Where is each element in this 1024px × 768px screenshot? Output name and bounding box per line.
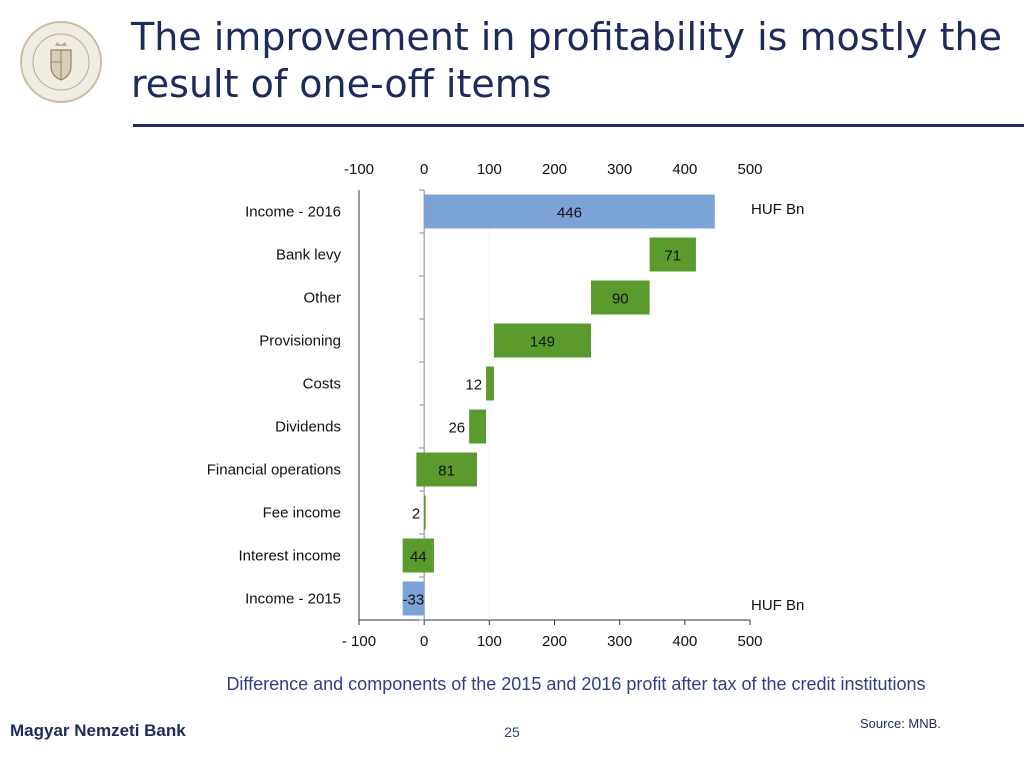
data-label: 90 (612, 291, 629, 308)
category-label: Financial operations (207, 462, 341, 479)
data-label: 149 (530, 334, 555, 351)
category-label: Income - 2016 (245, 204, 341, 221)
title-divider (133, 124, 1024, 127)
x-tick-label-bottom: 300 (607, 633, 632, 650)
chart-caption: Difference and components of the 2015 an… (226, 674, 926, 694)
x-tick-label-bottom: 0 (420, 633, 428, 650)
bar-provisioning (493, 323, 591, 358)
x-tick-label-top: 400 (672, 161, 697, 178)
bar-income-2015 (402, 581, 425, 616)
category-label: Provisioning (259, 333, 341, 350)
x-tick-label-bottom: - 100 (342, 633, 376, 650)
mnb-logo (20, 21, 102, 103)
x-tick-label-top: -100 (344, 161, 374, 178)
bar-financial-operations (416, 452, 477, 487)
bar-income-2016 (424, 194, 715, 229)
footer-brand: Magyar Nemzeti Bank (10, 721, 186, 740)
x-tick-label-top: 0 (420, 161, 428, 178)
page-number: 25 (504, 724, 520, 740)
x-tick-label-top: 100 (477, 161, 502, 178)
slide-title: The improvement in profitability is most… (131, 15, 1002, 106)
unit-label-top: HUF Bn (751, 201, 804, 218)
data-label: 26 (448, 420, 465, 437)
data-label: 81 (438, 463, 455, 480)
category-label: Fee income (263, 505, 341, 522)
category-label: Costs (303, 376, 341, 393)
data-label: -33 (403, 592, 425, 609)
x-tick-label-bottom: 100 (477, 633, 502, 650)
x-tick-label-top: 500 (737, 161, 762, 178)
bar-costs (486, 366, 494, 401)
bar-dividends (469, 409, 487, 444)
x-tick-label-top: 300 (607, 161, 632, 178)
category-label: Interest income (238, 548, 341, 565)
category-label: Other (303, 290, 341, 307)
bar-bank-levy (649, 237, 696, 272)
source-note: Source: MNB. (860, 716, 941, 731)
category-label: Dividends (275, 419, 341, 436)
x-tick-label-top: 200 (542, 161, 567, 178)
x-tick-label-bottom: 400 (672, 633, 697, 650)
category-label: Bank levy (276, 247, 342, 264)
data-label: 44 (410, 549, 427, 566)
data-label: 2 (412, 506, 420, 523)
bar-interest-income (402, 538, 434, 573)
data-label: 446 (557, 205, 582, 222)
x-tick-label-bottom: 500 (737, 633, 762, 650)
bar-other (590, 280, 650, 315)
category-label: Income - 2015 (245, 591, 341, 608)
bar-fee-income (424, 495, 426, 530)
x-tick-label-bottom: 200 (542, 633, 567, 650)
data-label: 71 (664, 248, 681, 265)
unit-label-bottom: HUF Bn (751, 597, 804, 614)
data-label: 12 (465, 377, 482, 394)
waterfall-chart: -100 - 100 0 0 100 100 200 200 300 300 400 400 500 50… (207, 161, 805, 650)
